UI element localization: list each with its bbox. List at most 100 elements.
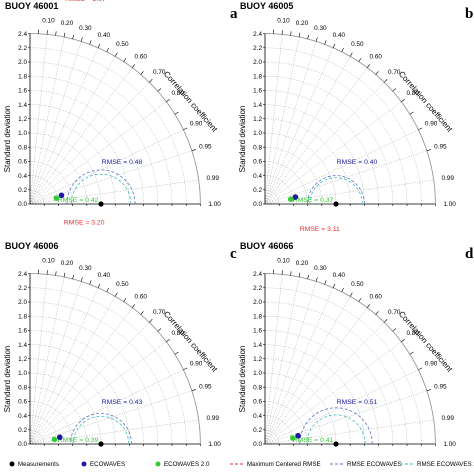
ecowaves-point [58,192,65,199]
arc-tick [63,272,66,278]
arc-tick [332,283,336,288]
correlation-tick-label: 0.70 [153,309,166,316]
arc-tick [89,280,92,285]
correlation-tick-label: 0.40 [333,272,346,279]
y-tick-label: 0.4 [253,173,262,180]
arc-tick [426,149,432,152]
measurement-point [98,441,104,447]
y-tick-label: 1.2 [253,356,262,363]
arc-tick [191,389,197,392]
arc-tick [409,111,414,115]
y-tick-label: 0.6 [18,399,27,406]
y-tick-label: 2.0 [18,299,27,306]
arc-tick [106,287,109,292]
arc-tick [426,389,432,392]
correlation-ray [29,36,65,205]
correlation-tick-label: 0.80 [406,330,419,337]
correlation-tick-label: 0.90 [425,361,438,368]
std-grid-arc [264,315,394,445]
y-tick-label: 0.4 [18,413,27,420]
correlation-tick-label: 0.50 [116,41,129,48]
std-grid-arc [29,146,88,205]
y-tick-label: 1.8 [18,313,27,320]
outer-arc [29,33,201,205]
y-tick-label: 1.0 [18,370,27,377]
arc-tick [418,367,423,370]
arc-tick [72,34,74,40]
arc-tick [72,274,74,280]
arc-tick [123,57,127,62]
outer-arc [264,273,436,445]
arc-tick [332,43,336,48]
rmse-ecowaves-arc [299,407,373,445]
correlation-tick-label: 0.20 [296,20,309,27]
panel-title: BUOY 46005 [240,1,293,11]
correlation-tick-label: 0.20 [61,260,74,267]
y-axis-label: Standard deviation [238,106,247,173]
correlation-tick-label: 0.99 [207,175,220,182]
taylor-panel-d: 0.0 0.2 0.4 0.6 0.8 1.0 1.2 1.4 1.6 1.8 2.0 2.2 2.4 0… [238,226,474,448]
rmse-ecowaves-label: RMSE = 0.40 [337,159,378,166]
ecowaves-point [56,434,63,441]
outer-arc [29,273,201,445]
arc-tick [341,47,344,52]
arc-tick [349,52,353,57]
std-grid-arc [264,287,422,445]
std-grid-arc [264,146,323,205]
arc-tick [307,34,309,40]
max-rmse-label: RMSE = 3.20 [64,220,105,227]
y-tick-label: 2.4 [18,31,27,38]
arc-tick [324,40,327,45]
y-tick-label: 1.8 [253,73,262,80]
legend-label: Maximum Centered RMSE [247,461,321,468]
arc-tick [384,79,388,83]
arc-tick [409,351,414,355]
correlation-ray [29,287,99,445]
y-tick-label: 2.2 [253,45,262,52]
correlation-tick-label: 0.10 [277,17,290,24]
arc-tick [149,79,153,83]
correlation-tick-label: 0.50 [351,41,364,48]
correlation-tick-label: 0.99 [442,415,455,422]
correlation-tick-label: 0.60 [135,53,148,60]
y-tick-label: 1.8 [253,313,262,320]
correlation-tick-label: 0.80 [406,90,419,97]
correlation-tick-label: 0.70 [388,69,401,76]
y-tick-label: 1.4 [18,102,27,109]
arc-tick [392,88,397,92]
arc-tick [298,32,301,38]
correlation-tick-label: 0.30 [314,265,327,272]
arc-tick [174,351,179,355]
rmse-ecowaves2-arc [70,173,132,205]
rmse-ecowaves-arc [70,413,132,445]
legend-marker [81,461,87,467]
correlation-tick-label: 0.90 [425,121,438,128]
correlation-ray [264,36,300,205]
correlation-tick-label: 0.95 [199,143,212,150]
arc-tick [166,338,170,343]
std-grid-arc [29,372,102,445]
rmse-ecowaves2-arc [72,415,130,445]
max-rmse-label: RMSE = 3.11 [300,226,340,233]
y-tick-label: 0.8 [253,144,262,151]
std-grid-arc [29,287,187,445]
arc-tick [166,98,170,103]
panel-title: BUOY 46006 [5,241,58,251]
y-tick-label: 2.0 [18,59,27,66]
y-tick-label: 1.2 [18,116,27,123]
y-tick-label: 2.4 [253,271,262,278]
arc-tick [401,338,405,343]
rmse-ecowaves2-label: RMSE = 0.41 [293,437,334,444]
y-tick-label: 0.6 [253,159,262,166]
arc-tick [366,304,371,308]
panel-title: BUOY 46066 [240,241,293,251]
arc-tick [358,297,362,302]
arc-tick [341,287,344,292]
correlation-tick-label: 0.60 [370,293,383,300]
y-tick-label: 0.2 [18,187,27,194]
std-grid-arc [29,330,144,445]
correlation-tick-label: 0.60 [370,53,383,60]
std-grid-arc [29,386,88,445]
y-tick-label: 2.2 [253,285,262,292]
